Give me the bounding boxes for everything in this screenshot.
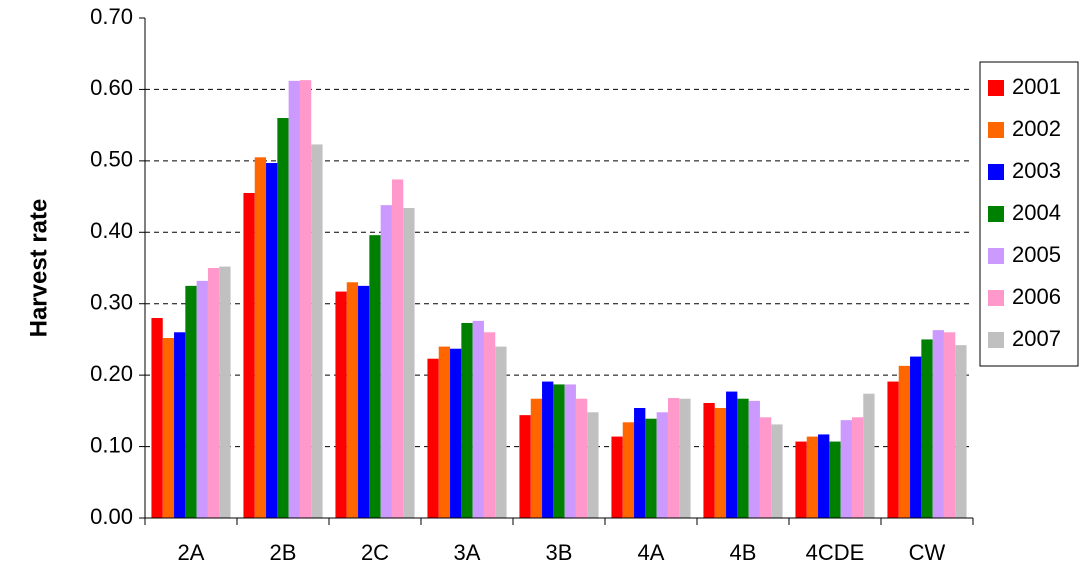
x-tick-label: 3B [546, 540, 573, 565]
bar [737, 398, 749, 518]
legend-label: 2005 [1012, 242, 1061, 267]
bar [277, 118, 289, 518]
bar [564, 384, 576, 518]
bar [243, 193, 255, 518]
legend-swatch [988, 164, 1004, 180]
bar [667, 398, 680, 518]
y-tick-label: 0.40 [90, 218, 133, 243]
bar [151, 318, 163, 518]
bar [645, 418, 657, 518]
bar [403, 208, 415, 518]
bar [219, 266, 231, 518]
bar [196, 280, 208, 518]
bar [726, 391, 738, 518]
bar [840, 420, 852, 518]
bar [553, 384, 565, 518]
bar [335, 291, 347, 518]
bar [887, 381, 899, 518]
bar [542, 381, 554, 518]
x-tick-label: 2C [361, 540, 389, 565]
bar [299, 80, 312, 519]
bar [771, 424, 783, 518]
y-tick-label: 0.50 [90, 147, 133, 172]
bar [910, 356, 922, 518]
bar [266, 163, 278, 518]
y-tick-label: 0.60 [90, 75, 133, 100]
bar [254, 157, 267, 519]
bar [806, 436, 819, 518]
bar [530, 398, 543, 518]
x-tick-label: CW [909, 540, 946, 565]
legend-label: 2007 [1012, 326, 1061, 351]
legend-swatch [988, 122, 1004, 138]
bar [656, 412, 668, 518]
bar [427, 358, 439, 518]
bar [483, 332, 496, 518]
bar [611, 436, 623, 518]
bar [174, 332, 186, 518]
bar [759, 417, 772, 518]
bar [346, 282, 359, 518]
bar [575, 398, 588, 518]
legend-label: 2002 [1012, 116, 1061, 141]
bar [634, 408, 646, 518]
bar [472, 320, 484, 518]
legend-swatch [988, 290, 1004, 306]
bar [932, 330, 944, 518]
y-tick-label: 0.10 [90, 432, 133, 457]
bar [898, 365, 911, 518]
y-axis-label: Harvest rate [25, 199, 52, 338]
bar [438, 346, 451, 518]
y-tick-label: 0.70 [90, 4, 133, 29]
bar [622, 422, 635, 518]
bar [162, 338, 175, 518]
legend-swatch [988, 80, 1004, 96]
bar [311, 144, 323, 518]
x-tick-label: 4B [730, 540, 757, 565]
bar [955, 345, 967, 518]
bar [358, 285, 370, 518]
bar [391, 179, 404, 518]
x-tick-label: 2A [178, 540, 205, 565]
legend-swatch [988, 332, 1004, 348]
bar [495, 346, 507, 518]
x-tick-label: 4CDE [806, 540, 865, 565]
legend-label: 2003 [1012, 158, 1061, 183]
bar [795, 441, 807, 518]
x-tick-label: 4A [638, 540, 665, 565]
bar [829, 441, 841, 518]
bar [818, 434, 830, 518]
bar [450, 348, 462, 518]
bar [288, 80, 300, 518]
legend-label: 2001 [1012, 74, 1061, 99]
bar [380, 205, 392, 518]
legend-label: 2004 [1012, 200, 1061, 225]
y-tick-label: 0.00 [90, 504, 133, 529]
bar [519, 415, 531, 518]
y-tick-label: 0.30 [90, 290, 133, 315]
bar [714, 408, 727, 518]
bar [943, 332, 956, 518]
bar [587, 412, 599, 518]
legend-label: 2006 [1012, 284, 1061, 309]
legend-swatch [988, 248, 1004, 264]
bar [851, 417, 864, 518]
bar [185, 285, 197, 518]
bar [461, 323, 473, 518]
x-tick-label: 3A [454, 540, 481, 565]
x-tick-label: 2B [270, 540, 297, 565]
bar [679, 398, 691, 518]
bar [207, 268, 220, 518]
bar [369, 235, 381, 518]
bar [921, 339, 933, 518]
y-tick-label: 0.20 [90, 361, 133, 386]
bar [748, 400, 760, 518]
legend-swatch [988, 206, 1004, 222]
bar [703, 403, 715, 518]
bar [863, 393, 875, 518]
